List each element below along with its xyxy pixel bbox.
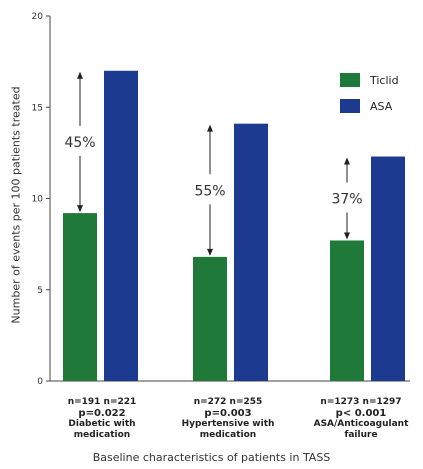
reduction-label: 37% (331, 192, 362, 208)
arrowhead-down (77, 205, 83, 213)
y-tick-label: 10 (32, 195, 44, 205)
y-axis-label: Number of events per 100 patients treate… (9, 86, 23, 324)
bar-asa-1 (234, 123, 268, 382)
y-tick-label: 5 (37, 286, 43, 296)
y-tick-label: 0 (37, 377, 43, 387)
group-n-values: n=191 n=221 (67, 397, 137, 407)
bar-ticlid-0 (63, 213, 97, 381)
group-p-value: p=0.003 (204, 408, 252, 419)
bar-ticlid-1 (193, 256, 227, 381)
legend: Ticlid ASA (340, 71, 399, 123)
group-label-line2: failure (344, 430, 378, 440)
group-label-line2: medication (199, 430, 257, 440)
group-n-values: n=272 n=255 (193, 397, 263, 407)
group-label-line2: medication (73, 430, 131, 440)
y-tick-label: 20 (32, 12, 44, 22)
legend-item-asa: ASA (340, 97, 399, 115)
x-axis-label: Baseline characteristics of patients in … (92, 451, 331, 464)
group-p-value: p=0.022 (78, 408, 126, 419)
y-tick-label: 15 (32, 103, 43, 113)
group-label-line1: Diabetic with (68, 419, 136, 429)
reduction-label: 55% (194, 183, 225, 199)
legend-item-ticlid: Ticlid (340, 71, 399, 89)
arrowhead-down (207, 248, 213, 256)
bar-ticlid-2 (330, 240, 364, 381)
group-p-value: p< 0.001 (335, 408, 387, 419)
arrowhead-up (207, 124, 213, 132)
reduction-label: 45% (64, 135, 95, 151)
arrowhead-up (344, 157, 350, 165)
bar-asa-2 (371, 156, 405, 381)
group-caption-hypertensive: n=272 n=255 p=0.003 Hypertensive with me… (173, 397, 283, 441)
bar-asa-0 (104, 70, 138, 381)
arrowhead-up (77, 71, 83, 79)
legend-swatch-asa (340, 99, 360, 113)
legend-label-asa: ASA (370, 99, 393, 113)
group-caption-diabetic: n=191 n=221 p=0.022 Diabetic with medica… (47, 397, 157, 441)
y-axis-label-wrap: Number of events per 100 patients treate… (6, 60, 26, 350)
group-caption-asa-failure: n=1273 n=1297 p< 0.001 ASA/Anticoagulant… (306, 397, 416, 441)
group-label-line1: Hypertensive with (181, 419, 275, 429)
group-label-line1: ASA/Anticoagulant (313, 419, 409, 429)
group-n-values: n=1273 n=1297 (320, 397, 402, 407)
arrowhead-down (344, 232, 350, 240)
legend-swatch-ticlid (340, 73, 360, 87)
legend-label-ticlid: Ticlid (370, 73, 399, 87)
